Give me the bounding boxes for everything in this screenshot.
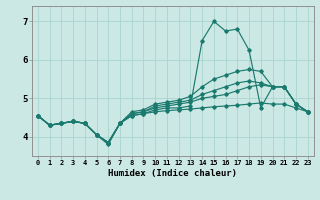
X-axis label: Humidex (Indice chaleur): Humidex (Indice chaleur) <box>108 169 237 178</box>
